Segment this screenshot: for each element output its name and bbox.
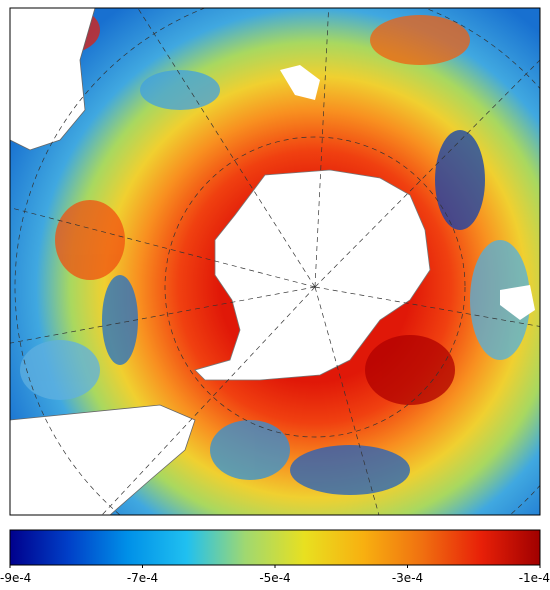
land — [10, 8, 96, 151]
x-tick-label: -9e-4 — [0, 571, 31, 585]
land — [10, 404, 196, 515]
x-tick-label: -3e-4 — [392, 571, 423, 585]
map-frame — [9, 7, 541, 516]
colorbar — [9, 529, 541, 566]
x-tick-label: -5e-4 — [259, 571, 290, 585]
antarctica — [194, 169, 431, 381]
land — [280, 65, 320, 100]
x-tick-label: -7e-4 — [127, 571, 158, 585]
land — [500, 285, 535, 320]
x-tick-label: -1e-4 — [519, 571, 550, 585]
